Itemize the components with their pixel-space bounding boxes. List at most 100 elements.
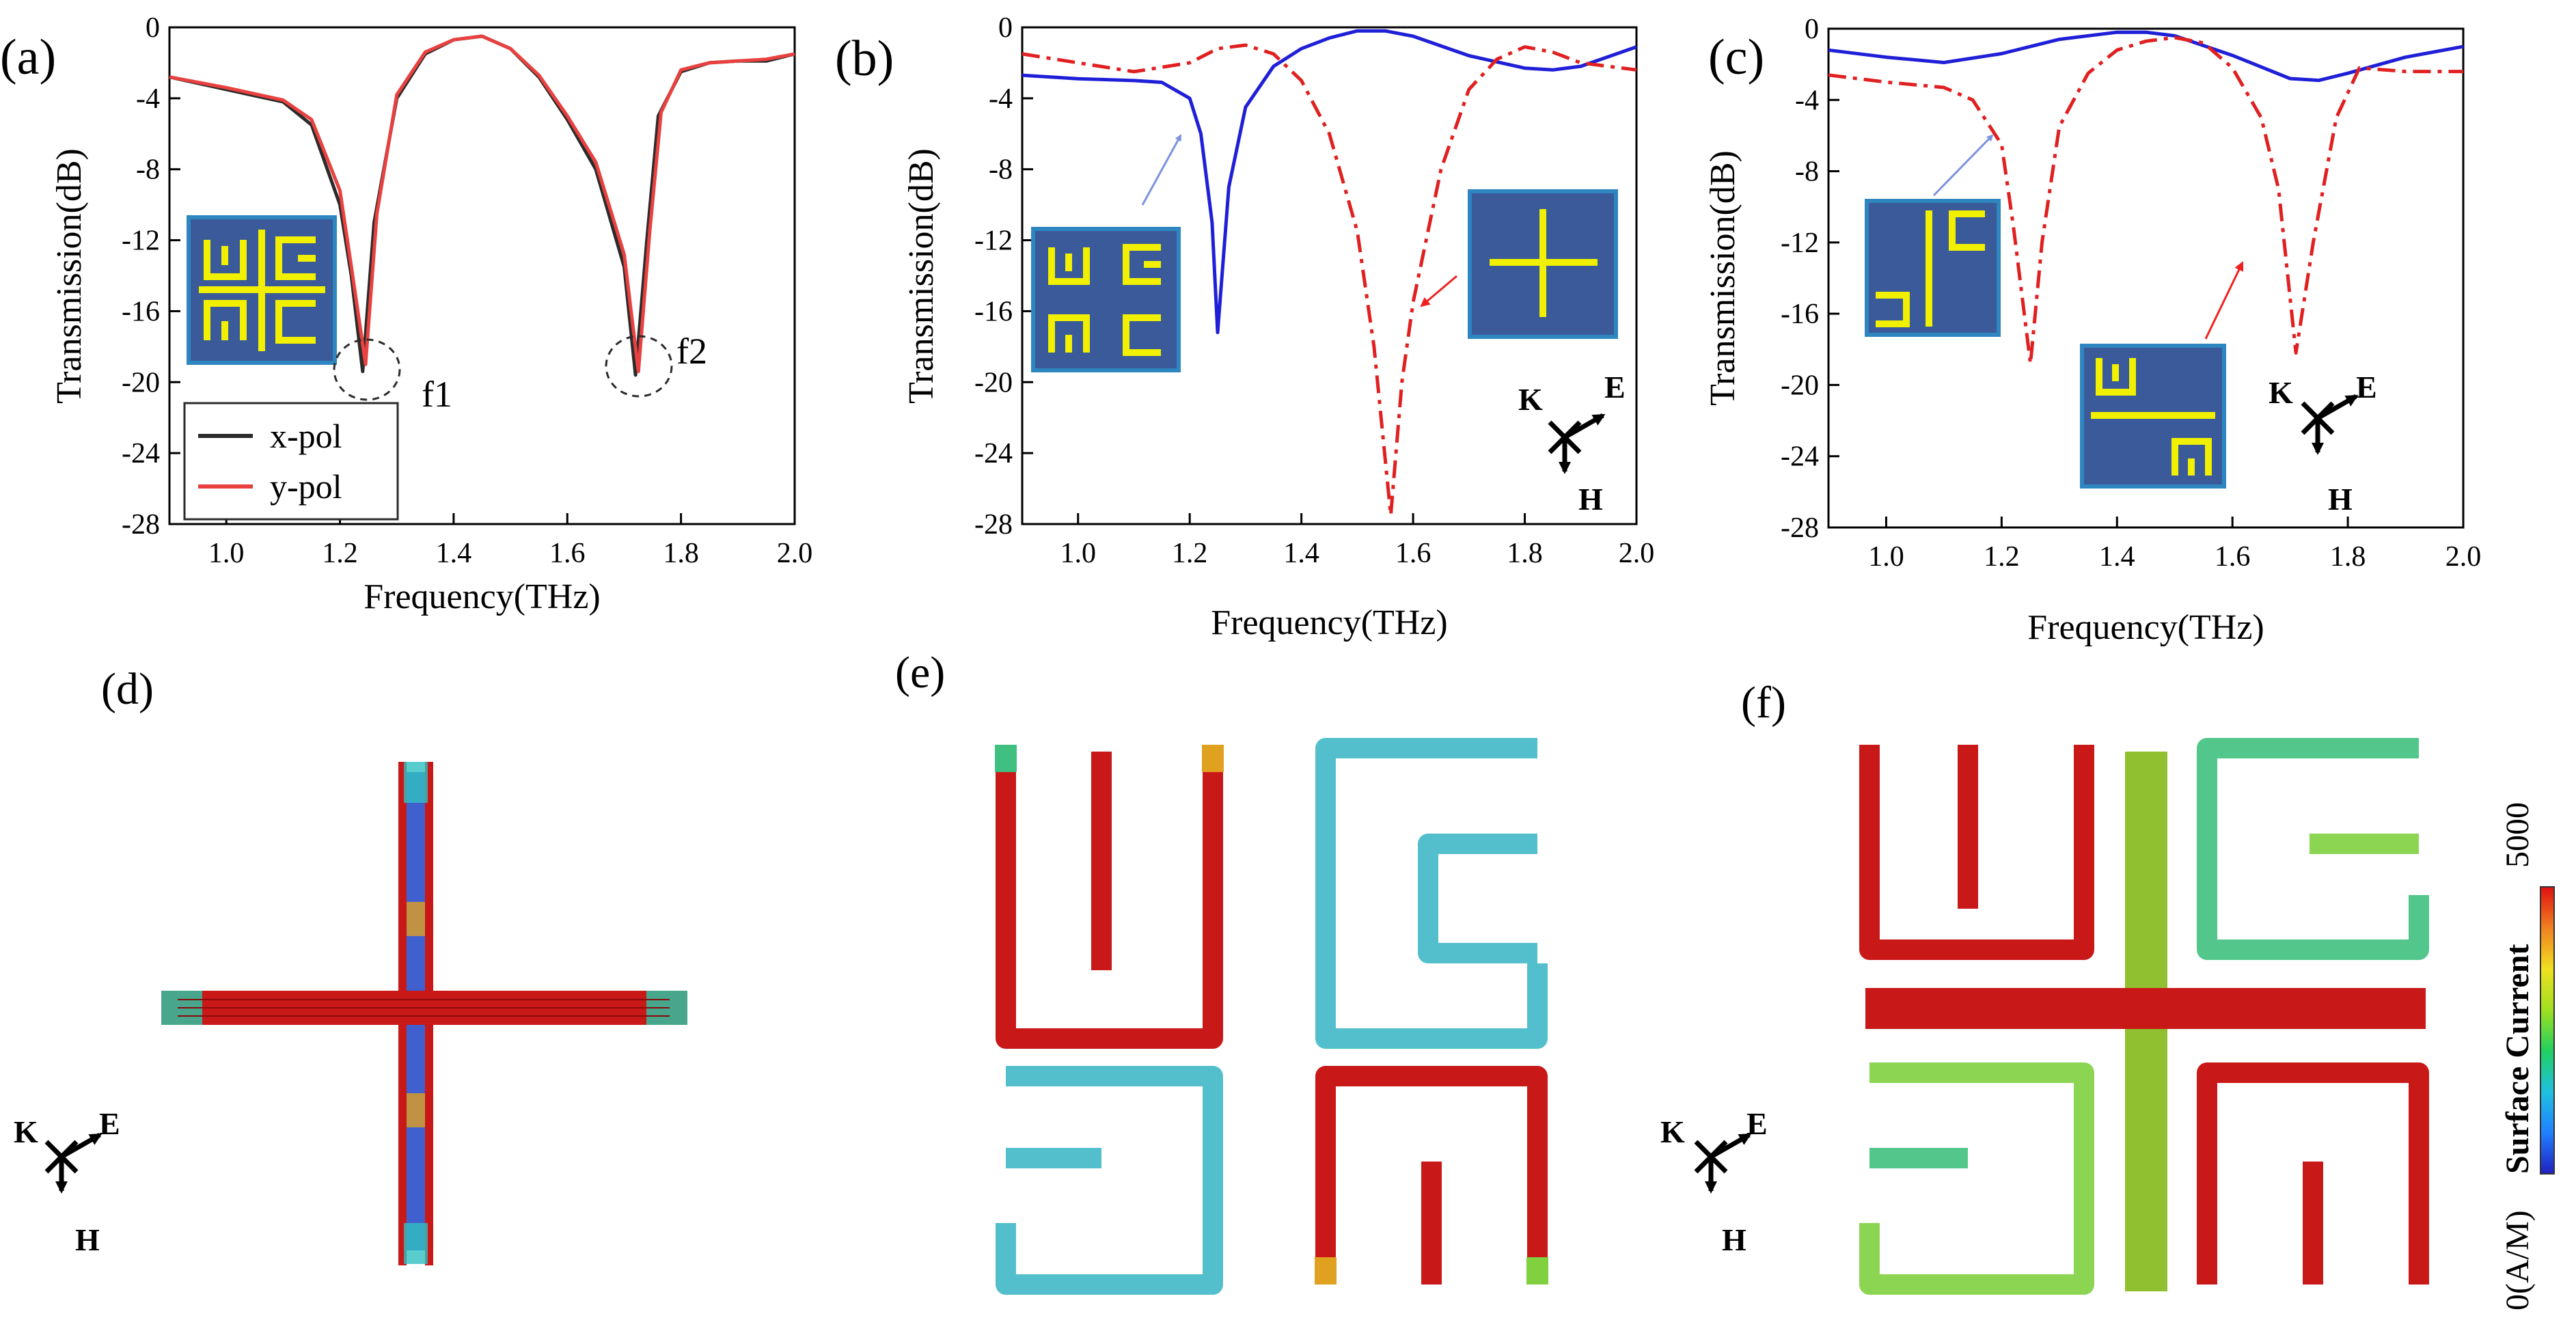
inset-b-cross-pointer bbox=[1420, 275, 1457, 307]
panel-f: (f) K E H bbox=[1660, 678, 2429, 1295]
inset-b-rings-bg bbox=[1031, 227, 1181, 372]
y-tick-label: -4 bbox=[989, 83, 1013, 115]
x-tick-label: 1.2 bbox=[1172, 538, 1208, 569]
y-tick-label: 0 bbox=[146, 12, 160, 44]
legend-a-entry-x: x-pol bbox=[270, 417, 342, 455]
plot-frame-b bbox=[1021, 26, 1638, 525]
y-axis-label: Transmission(dB) bbox=[902, 148, 941, 404]
y-tick-label: -8 bbox=[1795, 156, 1819, 188]
f1-circle bbox=[333, 338, 401, 401]
y-tick-label: -4 bbox=[1795, 85, 1819, 116]
x-axis-label: Frequency(THz) bbox=[364, 577, 601, 616]
x-tick-label: 1.4 bbox=[1283, 538, 1319, 569]
ring-top-right-inner bbox=[1418, 834, 1537, 963]
triad-b-h: H bbox=[1578, 482, 1603, 517]
plot-frame-c bbox=[1827, 27, 2465, 529]
y-tick-label: -16 bbox=[974, 296, 1013, 327]
x-tick-label: 1.0 bbox=[1868, 541, 1904, 573]
inset-b-cross-pattern bbox=[1490, 209, 1598, 317]
colorbar-gradient bbox=[2540, 886, 2555, 1175]
x-tick-label: 1.0 bbox=[1060, 538, 1096, 569]
legend-a: x-pol y-pol bbox=[183, 402, 399, 521]
y-tick-label: -12 bbox=[1781, 228, 1819, 259]
y-tick-label: -28 bbox=[122, 509, 160, 540]
inset-a-pattern bbox=[199, 230, 325, 351]
legend-a-entry-y: y-pol bbox=[270, 467, 342, 506]
triad-f-h: H bbox=[1722, 1222, 1746, 1257]
x-tick-label: 1.0 bbox=[208, 538, 245, 569]
panel-e: (e) bbox=[895, 648, 1548, 1295]
panel-d: (d) K E H bbox=[14, 664, 687, 1267]
x-tick-label: 1.6 bbox=[549, 538, 586, 569]
triad-c-h: H bbox=[2328, 482, 2353, 517]
panel-label-f: (f) bbox=[1741, 678, 1786, 728]
chart-c-plot: 1.0 1.2 1.4 1.6 1.8 2.0 0 -4 -8 -12 -16 -20 -24 -28 Fr… bbox=[1703, 14, 2481, 647]
x-axis-label: Frequency(THz) bbox=[2027, 608, 2264, 647]
colorbar-title: Surface Current bbox=[2499, 944, 2536, 1174]
x-tick-label: 1.2 bbox=[1984, 541, 2020, 573]
y-axis-label: Transmission(dB) bbox=[50, 148, 89, 404]
current-map-rings bbox=[995, 738, 1548, 1295]
x-tick-label: 2.0 bbox=[2445, 541, 2482, 573]
x-tick-label: 1.4 bbox=[2099, 541, 2135, 573]
triad-c: K E H bbox=[2269, 370, 2377, 517]
y-tick-label: -16 bbox=[122, 296, 160, 327]
series-line-b-0 bbox=[1022, 29, 1637, 335]
series-line-b-1 bbox=[1022, 43, 1637, 517]
x-tick-label: 1.8 bbox=[1507, 538, 1543, 569]
panel-label-b: (b) bbox=[835, 31, 894, 87]
triad-d-k: K bbox=[14, 1114, 38, 1149]
series-line-c-0 bbox=[1828, 30, 2464, 83]
triad-d: K E H bbox=[14, 1106, 120, 1257]
x-tick-label: 1.8 bbox=[2330, 541, 2366, 573]
series-line-c-1 bbox=[1828, 36, 2463, 366]
x-tick-label: 1.4 bbox=[436, 538, 472, 569]
f2-circle bbox=[605, 335, 673, 398]
inset-c-barring bbox=[1865, 199, 2001, 337]
triad-b-k: K bbox=[1518, 382, 1543, 417]
inset-c-ringsbar-pointer bbox=[2204, 261, 2244, 340]
y-tick-label: -8 bbox=[136, 154, 160, 186]
y-tick-label: -24 bbox=[1781, 441, 1819, 473]
y-tick-label: -4 bbox=[136, 83, 160, 115]
triad-b: K E H bbox=[1518, 370, 1626, 517]
annotation-f2: f2 bbox=[676, 331, 707, 372]
triad-d-h: H bbox=[75, 1222, 100, 1257]
y-tick-label: -20 bbox=[974, 367, 1013, 398]
triad-f: K E H bbox=[1660, 1106, 1768, 1257]
inset-a bbox=[187, 215, 337, 365]
chart-b-plot: 1.0 1.2 1.4 1.6 1.8 2.0 0 -4 -8 -12 -16 -20 -24 -28 Fr… bbox=[902, 12, 1654, 642]
y-tick-label: -20 bbox=[1781, 370, 1819, 401]
triad-c-k: K bbox=[2269, 375, 2293, 410]
y-tick-label: -24 bbox=[122, 438, 160, 469]
triad-b-e: E bbox=[1604, 370, 1626, 404]
colorbar-min-label: 0(A/M) bbox=[2499, 1210, 2536, 1310]
series-line-a-1 bbox=[169, 34, 795, 374]
ring-top-left bbox=[996, 745, 1223, 1049]
current-map-combined bbox=[1859, 738, 2429, 1295]
inset-b-rings-pattern bbox=[1048, 244, 1161, 356]
y-tick-label: -12 bbox=[974, 225, 1013, 257]
inset-c-ringsbar-pattern bbox=[2091, 358, 2215, 476]
y-tick-label: 0 bbox=[998, 12, 1013, 44]
ring-top-right bbox=[1315, 738, 1548, 1049]
legend-a-box bbox=[183, 402, 399, 521]
y-axis-label: Transmission(dB) bbox=[1703, 150, 1742, 406]
x-tick-label: 1.8 bbox=[663, 538, 699, 569]
inset-b-rings-pointer bbox=[1141, 134, 1182, 206]
chart-a-plot: 1.0 1.2 1.4 1.6 1.8 2.0 0 -4 -8 -12 -16 -20 -24 -28 Fr… bbox=[50, 12, 812, 616]
y-tick-label: -24 bbox=[974, 438, 1013, 469]
panel-label-a: (a) bbox=[0, 29, 56, 85]
triad-f-e: E bbox=[1746, 1106, 1768, 1141]
y-tick-label: -20 bbox=[122, 367, 160, 398]
y-tick-label: -16 bbox=[1781, 299, 1819, 330]
inset-c-barring-pattern bbox=[1876, 210, 1985, 327]
ring-bottom-right bbox=[1315, 1066, 1548, 1285]
y-tick-label: -28 bbox=[974, 509, 1013, 540]
y-tick-label: -12 bbox=[122, 225, 160, 257]
panel-label-c: (c) bbox=[1708, 29, 1764, 85]
resonance-markers-a bbox=[333, 335, 673, 401]
colorbar-max-label: 5000 bbox=[2499, 802, 2536, 868]
triad-c-e: E bbox=[2356, 370, 2377, 404]
